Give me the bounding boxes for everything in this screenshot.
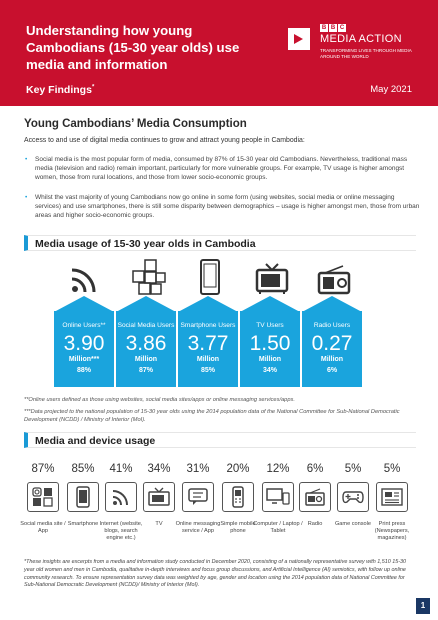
- radio-icon: [304, 257, 364, 295]
- stat-arrow: [54, 296, 114, 312]
- section-title: Young Cambodians’ Media Consumption: [24, 118, 247, 130]
- media-usage-heading: Media usage of 15-30 year olds in Cambod…: [24, 235, 416, 251]
- computer-icon: [262, 482, 294, 512]
- bbc-block: B: [320, 24, 328, 32]
- smartphone-icon: [180, 257, 240, 295]
- logo-name: MEDIA ACTION: [320, 33, 402, 45]
- stat-arrow: [240, 296, 300, 312]
- device-label: Computer / Laptop / Tablet: [253, 521, 303, 534]
- stat-unit: Million: [134, 356, 158, 363]
- key-findings-text: Key Findings: [26, 84, 92, 96]
- stat-label: Online Users**: [62, 322, 106, 329]
- device-percent: 85%: [71, 463, 95, 475]
- gamepad-icon: [337, 482, 369, 512]
- stat-value: 3.86: [125, 332, 167, 355]
- bbc-block: C: [338, 24, 346, 32]
- wifi-icon: [54, 257, 114, 295]
- wifi-icon: [105, 482, 137, 512]
- stat-card-online: Online Users** 3.90 Million*** 88%: [54, 311, 114, 387]
- device-label: Print press (Newspapers, magazines): [374, 521, 410, 541]
- stat-percent: 88%: [76, 367, 91, 374]
- stat-card-radio: Radio Users 0.27 Million 6%: [302, 311, 362, 387]
- online-users-note: **Online users defined as those using we…: [24, 397, 295, 403]
- stat-unit: Million: [320, 356, 344, 363]
- projection-note: ***Data projected to the national popula…: [24, 409, 400, 423]
- finding-bullet: Whilst the vast majority of young Cambod…: [24, 193, 420, 221]
- stat-value: 0.27: [311, 332, 353, 355]
- stat-percent: 87%: [138, 367, 153, 374]
- stat-arrow: [116, 296, 176, 312]
- device-percent: 20%: [226, 463, 250, 475]
- stat-unit: Million: [196, 356, 220, 363]
- mobile-phone-icon: [222, 482, 254, 512]
- logo-mark-icon: [288, 28, 310, 50]
- stat-value: 3.77: [187, 332, 229, 355]
- study-footnote: *These insights are excerpts from a medi…: [24, 559, 407, 589]
- device-label: Online messaging service / App: [175, 521, 221, 534]
- device-label: Game console: [334, 521, 372, 527]
- stat-label: TV Users: [256, 322, 284, 329]
- device-label: Simple mobile phone: [220, 521, 256, 534]
- stat-percent: 6%: [326, 367, 338, 374]
- social-media-icon: [27, 482, 59, 512]
- stat-card-tv: TV Users 1.50 Million 34%: [240, 311, 300, 387]
- stat-value: 1.50: [249, 332, 291, 355]
- device-percent: 31%: [186, 463, 210, 475]
- device-label: Social media site / App: [20, 521, 66, 534]
- stat-percent: 85%: [200, 367, 215, 374]
- stat-label: Radio Users: [313, 322, 351, 329]
- report-title: Understanding how young Cambodians (15-3…: [26, 23, 240, 72]
- report-date: May 2021: [370, 84, 412, 95]
- section-intro: Access to and use of digital media conti…: [24, 137, 305, 144]
- stat-card-smartphone: Smartphone Users 3.77 Million 85%: [178, 311, 238, 387]
- key-findings-label: Key Findings*: [26, 84, 94, 96]
- findings-list: Social media is the most popular form of…: [24, 155, 420, 230]
- page-number: 1: [416, 598, 430, 614]
- key-findings-mark: *: [91, 84, 95, 91]
- device-percent: 34%: [147, 463, 171, 475]
- device-label: TV: [155, 521, 163, 527]
- bbc-block: B: [329, 24, 337, 32]
- chat-icon: [182, 482, 214, 512]
- device-label: Internet (website, blogs, search engine …: [99, 521, 143, 541]
- bbc-blocks: B B C: [320, 24, 346, 32]
- bbc-media-action-logo: B B C MEDIA ACTION TRANSFORMING LIVES TH…: [286, 24, 426, 66]
- smartphone-icon: [67, 482, 99, 512]
- radio-icon: [299, 482, 331, 512]
- newspaper-icon: [376, 482, 408, 512]
- stat-percent: 34%: [262, 367, 277, 374]
- device-percent: 87%: [31, 463, 55, 475]
- device-label: Radio: [307, 521, 323, 527]
- stat-label: Smartphone Users: [180, 322, 236, 329]
- device-percent: 5%: [344, 463, 362, 475]
- device-label: Smartphone: [67, 521, 99, 527]
- device-percent: 41%: [109, 463, 133, 475]
- tv-icon: [242, 257, 302, 295]
- stat-unit: Million***: [68, 356, 100, 363]
- stat-unit: Million: [258, 356, 282, 363]
- tv-icon: [143, 482, 175, 512]
- stat-value: 3.90: [63, 332, 105, 355]
- stat-arrow: [302, 296, 362, 312]
- device-percent: 12%: [266, 463, 290, 475]
- stat-label: Social Media Users: [117, 322, 175, 329]
- device-percent: 5%: [383, 463, 401, 475]
- device-usage-heading: Media and device usage: [24, 432, 416, 448]
- logo-tagline: TRANSFORMING LIVES THROUGH MEDIA AROUND …: [320, 48, 412, 59]
- social-media-icon: [118, 257, 178, 295]
- stat-card-social-media: Social Media Users 3.86 Million 87%: [116, 311, 176, 387]
- header-banner: Understanding how young Cambodians (15-3…: [0, 0, 438, 106]
- device-percent: 6%: [306, 463, 324, 475]
- finding-bullet: Social media is the most popular form of…: [24, 155, 420, 183]
- stat-arrow: [178, 296, 238, 312]
